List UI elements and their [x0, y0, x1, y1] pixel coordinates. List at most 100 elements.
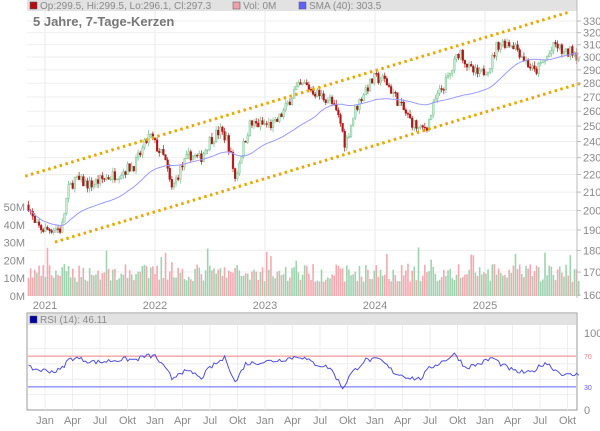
rsi-legend-swatch	[29, 315, 38, 324]
volume-bar	[346, 265, 348, 296]
volume-bar	[257, 279, 260, 296]
volume-bar	[413, 266, 416, 296]
candle-body	[210, 137, 214, 144]
volume-bar	[358, 265, 361, 296]
candle-body	[293, 89, 296, 99]
volume-bars	[27, 247, 580, 296]
volume-bar	[504, 274, 506, 296]
volume-bar	[282, 274, 285, 296]
year-label: 2023	[253, 300, 277, 312]
volume-bar	[451, 277, 454, 296]
candle-body	[516, 44, 519, 50]
candle-body	[387, 84, 391, 87]
volume-bar	[227, 270, 230, 296]
volume-bar	[552, 274, 555, 296]
candle-body	[508, 42, 511, 47]
volume-bar	[337, 265, 340, 296]
volume-bar	[375, 265, 378, 296]
volume-bar	[223, 267, 226, 296]
candle-body	[571, 46, 574, 56]
volume-bar	[398, 281, 401, 296]
volume-bar	[112, 269, 114, 296]
candle-body	[347, 136, 351, 138]
candle-body	[208, 137, 211, 150]
candle-body	[46, 227, 49, 230]
candle-body	[295, 85, 298, 90]
month-label: Jan	[256, 415, 274, 427]
volume-bar	[415, 280, 418, 296]
volume-bar	[539, 281, 542, 296]
price-tick-label: 290	[583, 65, 600, 77]
candle-body	[535, 68, 538, 74]
candle-body	[48, 229, 51, 231]
volume-bar	[198, 267, 201, 296]
candle-body	[375, 73, 378, 75]
volume-bar	[61, 267, 64, 296]
volume-bar	[402, 275, 405, 296]
volume-bar	[171, 262, 173, 296]
candle-body	[198, 153, 201, 156]
month-label: Jan	[36, 415, 54, 427]
month-axis: Jan Apr Jul Okt Jan Apr Jul Okt Jan Apr Jul Okt Jan A…	[36, 415, 576, 427]
ohlc-legend-swatch	[29, 1, 38, 10]
candle-body	[423, 126, 426, 129]
volume-bar	[417, 247, 420, 296]
candle-body	[128, 163, 131, 172]
volume-bar	[310, 279, 312, 296]
candle-body	[73, 177, 76, 189]
volume-bar	[400, 264, 403, 296]
candle-body	[402, 101, 405, 111]
volume-bar	[489, 280, 491, 296]
candle-body	[94, 179, 98, 185]
volume-bar	[137, 271, 139, 296]
volume-bar	[379, 269, 382, 296]
price-tick-label: 270	[583, 92, 600, 104]
candle-body	[495, 42, 498, 57]
volume-bar	[168, 271, 171, 296]
volume-bar	[445, 275, 447, 296]
volume-bar	[143, 264, 146, 296]
volume-bar	[436, 281, 439, 296]
volume-bar	[516, 268, 519, 296]
volume-bar	[120, 273, 123, 296]
volume-bar	[78, 265, 80, 296]
candle-body	[404, 109, 407, 114]
candle-body	[567, 48, 570, 57]
volume-bar	[466, 274, 468, 296]
candle-body	[486, 72, 490, 75]
volume-bar	[573, 269, 576, 296]
month-label: Okt	[449, 415, 466, 427]
price-tick-label: 240	[583, 137, 600, 149]
candle-body	[69, 182, 72, 185]
candle-body	[554, 42, 557, 45]
volume-bar	[525, 266, 527, 296]
sma-line	[28, 53, 579, 227]
candle-body	[406, 113, 410, 115]
candle-body	[261, 120, 264, 125]
candle-body	[56, 228, 60, 230]
month-label: Apr	[504, 415, 521, 427]
volume-bar	[90, 274, 93, 296]
price-tick-label: 190	[583, 225, 600, 237]
volume-bar	[371, 279, 373, 296]
volume-bar	[164, 252, 167, 296]
candle-body	[185, 154, 188, 160]
price-tick-label: 170	[583, 267, 600, 279]
volume-bar	[38, 265, 40, 296]
candle-body	[560, 44, 563, 54]
volume-bar	[50, 275, 53, 296]
volume-bar	[354, 271, 357, 296]
volume-bar	[305, 265, 308, 296]
candle-body	[356, 105, 359, 110]
volume-bar	[327, 277, 329, 296]
volume-bar	[284, 266, 287, 296]
candle-body	[322, 93, 325, 100]
candle-body	[413, 120, 416, 128]
candle-body	[550, 50, 553, 55]
volume-bar	[84, 279, 87, 296]
volume-bar	[242, 275, 245, 296]
candle-body	[446, 75, 450, 78]
volume-bar	[493, 264, 496, 296]
candle-body	[328, 96, 332, 101]
